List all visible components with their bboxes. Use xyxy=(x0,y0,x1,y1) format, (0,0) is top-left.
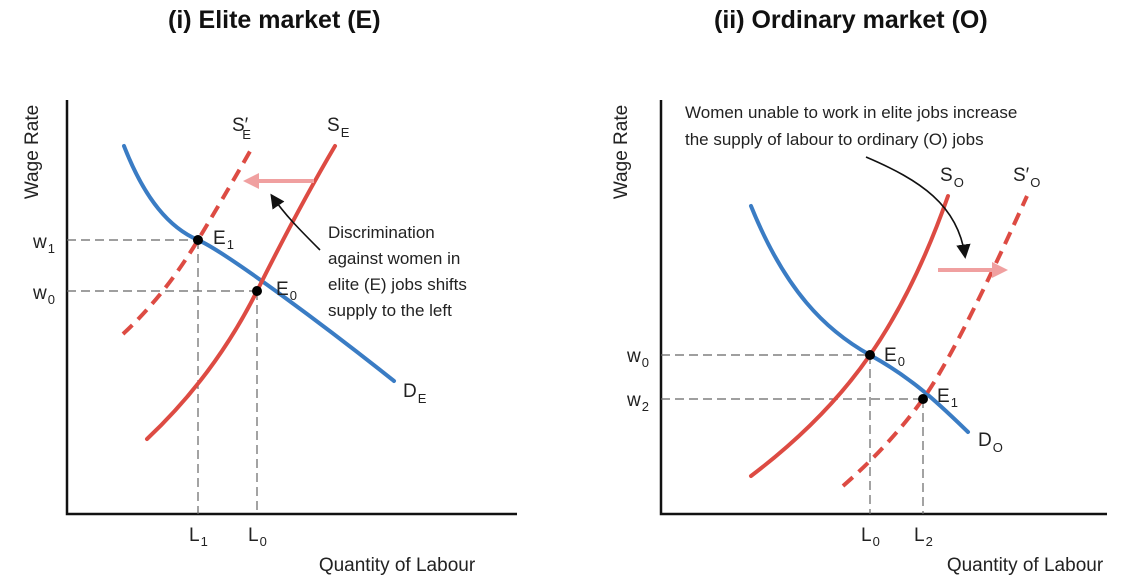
ordinary-label-e1: E1 xyxy=(937,386,958,410)
elite-label-demand: DE xyxy=(403,381,427,406)
chart-title-elite: (i) Elite market (E) xyxy=(168,6,381,34)
elite-tick-w0: w0 xyxy=(32,283,55,307)
elite-label-e1: E1 xyxy=(213,228,234,252)
elite-point-e1 xyxy=(193,235,203,245)
ordinary-chart: Wage Rate Quantity of Labour w0 w2 L0 L2… xyxy=(611,100,1107,576)
elite-annotation-line-4: supply to the left xyxy=(328,301,452,320)
elite-axes xyxy=(65,100,517,516)
elite-chart: Wage Rate Quantity of Labour w1 w0 L1 L0… xyxy=(22,100,517,576)
ordinary-point-e1 xyxy=(918,394,928,404)
elite-y-axis-label: Wage Rate xyxy=(22,105,43,199)
ordinary-x-axis-label: Quantity of Labour xyxy=(947,555,1104,576)
elite-tick-w1: w1 xyxy=(32,232,55,256)
elite-label-shifted-supply: S′E xyxy=(232,115,251,142)
elite-shifted-supply-curve xyxy=(121,145,255,336)
ordinary-supply-curve xyxy=(749,194,950,478)
elite-supply-curve xyxy=(145,144,337,441)
ordinary-point-e0 xyxy=(865,350,875,360)
ordinary-pointer-arrow xyxy=(865,156,971,259)
ordinary-tick-l0: L0 xyxy=(861,525,880,549)
chart-title-ordinary: (ii) Ordinary market (O) xyxy=(714,6,988,34)
ordinary-demand-curve xyxy=(749,204,970,434)
ordinary-tick-w2: w2 xyxy=(626,390,649,414)
elite-pointer-arrow xyxy=(270,193,321,251)
ordinary-axes xyxy=(659,100,1107,516)
elite-annotation-line-3: elite (E) jobs shifts xyxy=(328,275,467,294)
ordinary-annotation-line-1: Women unable to work in elite jobs incre… xyxy=(685,103,1017,122)
ordinary-label-shifted-supply: S′O xyxy=(1013,165,1040,190)
elite-tick-l1: L1 xyxy=(189,525,208,549)
elite-label-supply: SE xyxy=(327,115,350,140)
elite-x-axis-label: Quantity of Labour xyxy=(319,555,476,576)
ordinary-y-axis-label: Wage Rate xyxy=(611,105,632,199)
elite-annotation-line-1: Discrimination xyxy=(328,223,435,242)
elite-tick-l0: L0 xyxy=(248,525,267,549)
ordinary-tick-w0: w0 xyxy=(626,346,649,370)
elite-label-e0: E0 xyxy=(276,279,297,303)
ordinary-shifted-supply-curve xyxy=(841,195,1029,488)
elite-annotation-line-2: against women in xyxy=(328,249,460,268)
ordinary-label-e0: E0 xyxy=(884,345,905,369)
elite-point-e0 xyxy=(252,286,262,296)
elite-demand-curve xyxy=(122,144,396,383)
ordinary-annotation-line-2: the supply of labour to ordinary (O) job… xyxy=(685,130,984,149)
ordinary-tick-l2: L2 xyxy=(914,525,933,549)
ordinary-label-demand: DO xyxy=(978,430,1003,455)
ordinary-label-supply: SO xyxy=(940,165,964,190)
